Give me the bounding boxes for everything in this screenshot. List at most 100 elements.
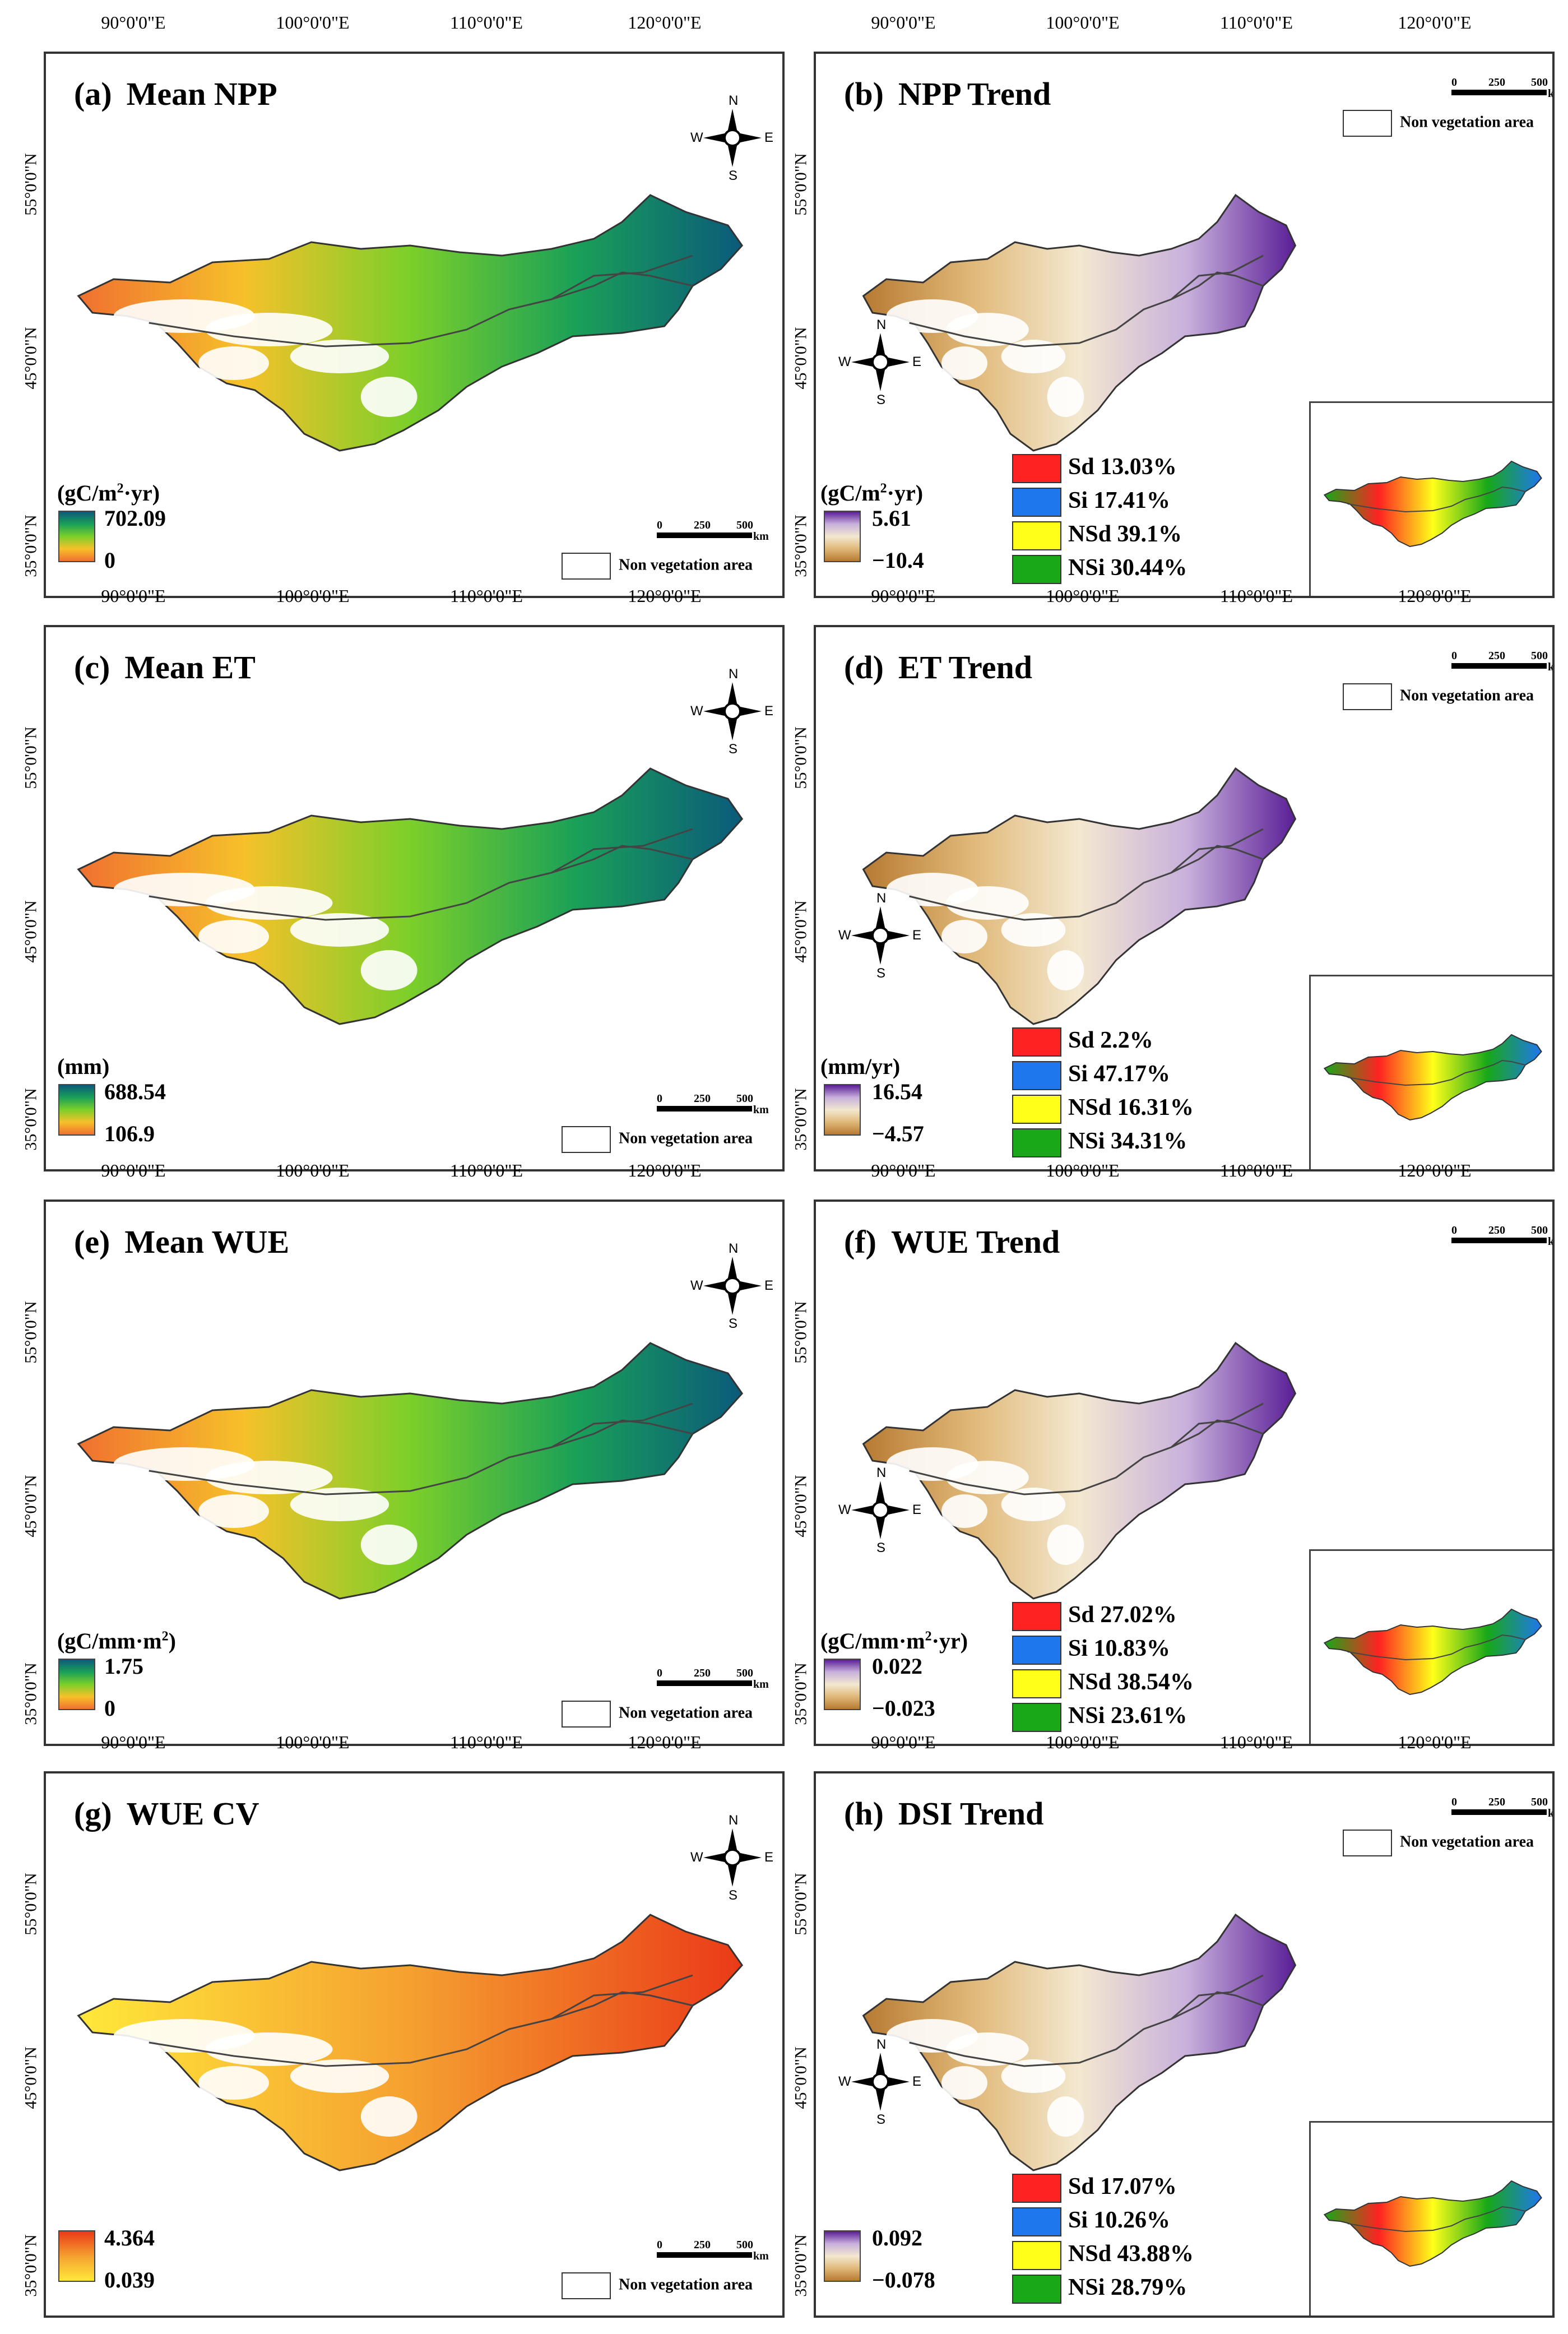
trend-class-sd: Sd 17.07% — [1012, 2173, 1194, 2207]
compass-center — [723, 1277, 741, 1295]
admin-boundary — [1171, 1402, 1264, 1448]
trend-class-label: Si 47.17% — [1068, 1061, 1171, 1087]
latitude-label: 45°0'0"N — [791, 1475, 810, 1538]
trend-class-label: NSi 23.61% — [1068, 1703, 1187, 1729]
longitude-label: 120°0'0"E — [628, 586, 702, 606]
trend-class-swatch — [1012, 1095, 1061, 1124]
longitude-label: 100°0'0"E — [276, 12, 350, 33]
map-canvas — [862, 193, 1297, 452]
non-vegetation-legend: Non vegetation area — [1343, 1830, 1534, 1856]
compass-s: S — [876, 2112, 886, 2127]
trend-class-sd: Sd 27.02% — [1012, 1601, 1194, 1635]
panel-letter: (a) — [74, 76, 112, 112]
trend-class-swatch — [1012, 1061, 1061, 1091]
panel-title: (a) Mean NPP — [74, 75, 277, 113]
non-vegetation-swatch — [562, 1126, 611, 1153]
non-vegetation-patch — [941, 346, 987, 380]
map-panel-h: 90°0'0"E 100°0'0"E 110°0'0"E 120°0'0"E 55°0'… — [792, 1732, 1555, 2318]
panel-name: Mean WUE — [124, 1224, 290, 1260]
trend-class-label: Si 10.26% — [1068, 2207, 1171, 2233]
colorbar-max: 1.75 — [104, 1654, 143, 1679]
trend-class-swatch — [1012, 2275, 1061, 2304]
panel-title: (c) Mean ET — [74, 649, 256, 686]
map-panel-d: 90°0'0"E 100°0'0"E 110°0'0"E 120°0'0"E 55°0'… — [792, 586, 1555, 1171]
non-vegetation-swatch — [1343, 110, 1392, 137]
trend-class-swatch — [1012, 2241, 1061, 2271]
non-vegetation-legend: Non vegetation area — [562, 2272, 753, 2299]
compass-w: W — [838, 928, 851, 943]
scale-unit: km — [1548, 661, 1555, 673]
inset-region — [1323, 460, 1542, 548]
longitude-label: 90°0'0"E — [871, 1160, 936, 1180]
study-region — [862, 767, 1297, 1025]
longitude-label: 110°0'0"E — [450, 1160, 523, 1180]
compass-icon: N S W E — [838, 317, 922, 407]
colorbar-min: 0 — [104, 548, 115, 573]
scale-max: 500 — [736, 1667, 753, 1679]
panel-title: (h) DSI Trend — [844, 1795, 1043, 1832]
scale-bar-line — [657, 2252, 752, 2258]
colorbar — [58, 2230, 95, 2282]
study-region — [862, 193, 1297, 452]
latitude-label: 45°0'0"N — [21, 327, 40, 390]
trend-class-nsi: NSi 23.61% — [1012, 1702, 1194, 1736]
non-vegetation-swatch — [562, 2272, 611, 2299]
classification-inset-map — [1309, 2121, 1552, 2316]
non-vegetation-patch — [205, 2032, 333, 2066]
compass-e: E — [912, 1502, 922, 1517]
panel-letter: (c) — [74, 649, 110, 686]
admin-boundary — [551, 254, 693, 300]
map-canvas — [77, 194, 744, 452]
non-vegetation-label: Non vegetation area — [1400, 687, 1534, 705]
non-vegetation-patch — [360, 2096, 417, 2137]
non-vegetation-swatch — [562, 553, 611, 580]
inset-canvas — [1323, 2180, 1542, 2267]
colorbar-max: 702.09 — [104, 506, 166, 531]
trend-class-swatch — [1012, 1128, 1061, 1158]
inset-boundary — [1347, 1634, 1526, 1661]
scale-bar-line — [657, 1106, 752, 1112]
longitude-label: 120°0'0"E — [628, 12, 702, 33]
compass-icon: N S W E — [838, 891, 922, 981]
colorbar-max: 0.022 — [872, 1654, 922, 1679]
non-vegetation-label: Non vegetation area — [619, 1129, 753, 1147]
latitude-label: 45°0'0"N — [21, 900, 40, 963]
colorbar-min: 106.9 — [104, 1121, 155, 1146]
compass-w: W — [838, 2074, 851, 2089]
scale-unit: km — [753, 530, 769, 543]
panel-title: (g) WUE CV — [74, 1795, 259, 1832]
compass-s: S — [729, 1888, 738, 1903]
scale-zero: 0 — [657, 1667, 662, 1679]
compass-e: E — [912, 928, 922, 943]
compass-n: N — [729, 666, 739, 682]
trend-class-swatch — [1012, 1669, 1061, 1699]
non-vegetation-patch — [1001, 2059, 1066, 2093]
latitude-label: 55°0'0"N — [21, 153, 40, 216]
compass-n: N — [729, 93, 739, 108]
compass-center — [871, 1501, 889, 1519]
colorbar — [824, 511, 861, 562]
scale-unit: km — [1548, 1807, 1555, 1819]
colorbar-max: 4.364 — [104, 2225, 155, 2250]
longitude-label: 90°0'0"E — [871, 586, 936, 606]
non-vegetation-patch — [198, 346, 269, 380]
panel-letter: (b) — [844, 76, 884, 112]
compass-rose-icon — [703, 682, 762, 740]
scale-bar-line — [657, 1680, 752, 1686]
compass-e: E — [764, 1278, 774, 1293]
non-vegetation-patch — [360, 377, 417, 417]
map-canvas — [77, 1914, 744, 2171]
latitude-label: 45°0'0"N — [21, 2046, 40, 2109]
longitude-label: 120°0'0"E — [1398, 12, 1472, 33]
non-vegetation-patch — [946, 1461, 1029, 1494]
compass-rose-icon — [703, 1257, 762, 1315]
panel-title: (f) WUE Trend — [844, 1223, 1060, 1261]
scale-max: 500 — [1531, 1224, 1548, 1237]
scale-max: 500 — [1531, 1796, 1548, 1808]
study-region — [77, 194, 744, 452]
non-vegetation-patch — [290, 2059, 389, 2093]
